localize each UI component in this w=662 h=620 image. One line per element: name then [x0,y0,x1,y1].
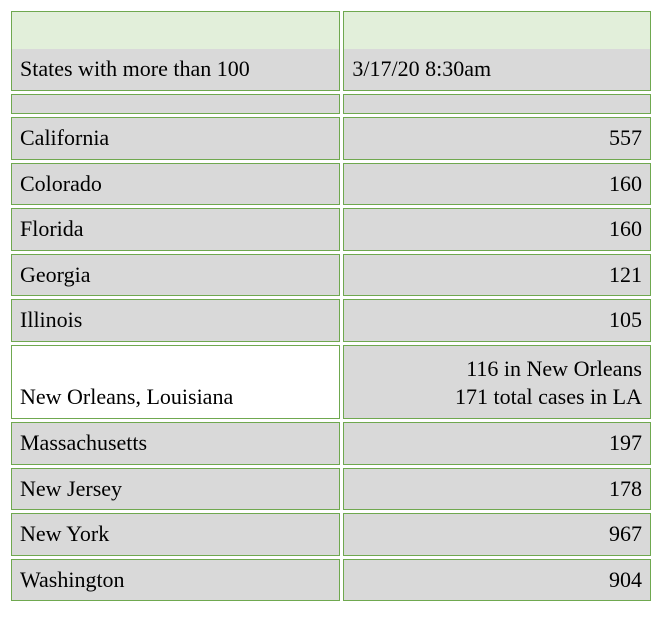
table-row: Illinois105 [11,299,651,342]
value-cell: 121 [343,254,651,297]
value-cell: 967 [343,513,651,556]
table-row: Washington904 [11,559,651,602]
header-right-text: 3/17/20 8:30am [344,49,650,90]
state-cell: Washington [11,559,340,602]
value-cell: 557 [343,117,651,160]
value-cell: 160 [343,163,651,206]
value-cell: 105 [343,299,651,342]
spacer-right [343,94,651,114]
state-cell: New York [11,513,340,556]
spacer-left [11,94,340,114]
header-right-cell: 3/17/20 8:30am [343,11,651,91]
state-cell: New Orleans, Louisiana [11,345,340,419]
value-cell: 197 [343,422,651,465]
table-row: New York967 [11,513,651,556]
state-cell: Illinois [11,299,340,342]
value-cell: 116 in New Orleans 171 total cases in LA [343,345,651,419]
value-cell: 178 [343,468,651,511]
state-cell: Florida [11,208,340,251]
table-row: California557 [11,117,651,160]
state-cell: Colorado [11,163,340,206]
value-cell: 160 [343,208,651,251]
value-cell: 904 [343,559,651,602]
state-cell: New Jersey [11,468,340,511]
table-row: New Orleans, Louisiana116 in New Orleans… [11,345,651,419]
state-cell: Georgia [11,254,340,297]
table-row: Georgia121 [11,254,651,297]
table-row: New Jersey178 [11,468,651,511]
state-cell: California [11,117,340,160]
header-left-text: States with more than 100 [12,49,339,90]
table-row: Colorado160 [11,163,651,206]
states-table: States with more than 100 3/17/20 8:30am… [8,8,654,604]
table-row: Florida160 [11,208,651,251]
header-left-cell: States with more than 100 [11,11,340,91]
state-cell: Massachusetts [11,422,340,465]
table-row: Massachusetts197 [11,422,651,465]
